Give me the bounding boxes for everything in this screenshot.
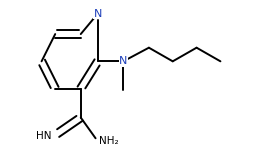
Text: HN: HN — [36, 131, 52, 141]
Text: N: N — [119, 56, 128, 66]
Text: NH₂: NH₂ — [100, 136, 119, 146]
Text: N: N — [94, 9, 102, 19]
